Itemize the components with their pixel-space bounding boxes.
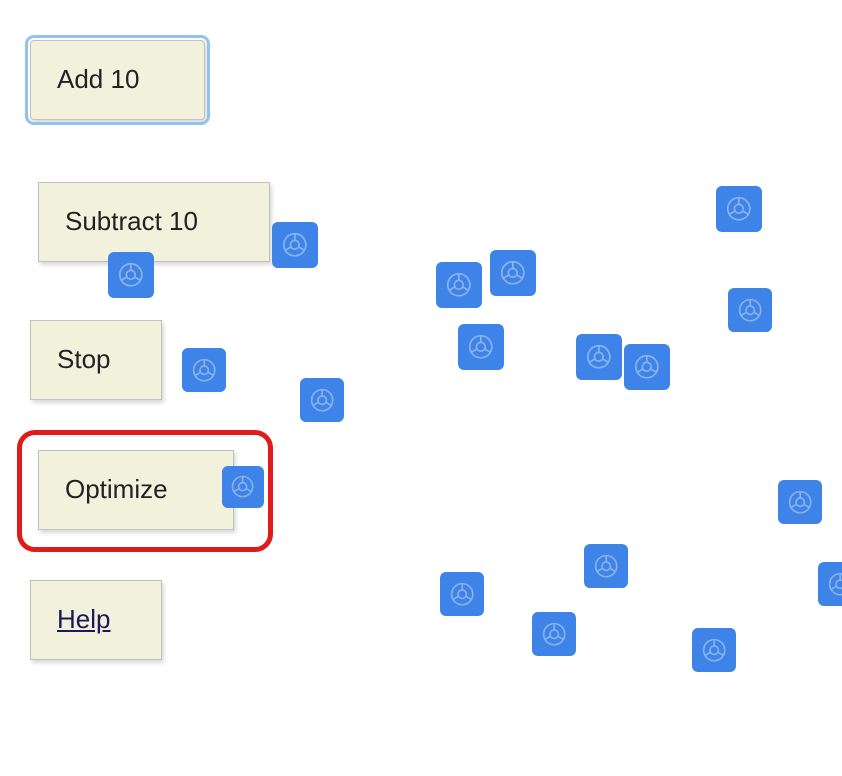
chrome-icon	[624, 344, 670, 390]
help-button[interactable]: Help	[30, 580, 162, 660]
chrome-icon	[272, 222, 318, 268]
chrome-icon	[716, 186, 762, 232]
chrome-icon	[584, 544, 628, 588]
help-label: Help	[57, 604, 110, 634]
stop-button[interactable]: Stop	[30, 320, 162, 400]
chrome-icon	[436, 262, 482, 308]
add-10-label: Add 10	[57, 64, 139, 94]
stage: { "viewport": { "width": 842, "height": …	[0, 0, 842, 776]
chrome-icon	[222, 466, 264, 508]
chrome-icon	[818, 562, 842, 606]
chrome-icon	[692, 628, 736, 672]
subtract-10-button[interactable]: Subtract 10	[38, 182, 270, 262]
chrome-icon	[458, 324, 504, 370]
stop-label: Stop	[57, 344, 111, 374]
optimize-label: Optimize	[65, 474, 168, 504]
subtract-10-label: Subtract 10	[65, 206, 198, 236]
chrome-icon	[300, 378, 344, 422]
chrome-icon	[182, 348, 226, 392]
add-10-button[interactable]: Add 10	[30, 40, 205, 120]
optimize-button[interactable]: Optimize	[38, 450, 234, 530]
chrome-icon	[728, 288, 772, 332]
chrome-icon	[440, 572, 484, 616]
chrome-icon	[108, 252, 154, 298]
chrome-icon	[532, 612, 576, 656]
chrome-icon	[576, 334, 622, 380]
chrome-icon	[778, 480, 822, 524]
chrome-icon	[490, 250, 536, 296]
